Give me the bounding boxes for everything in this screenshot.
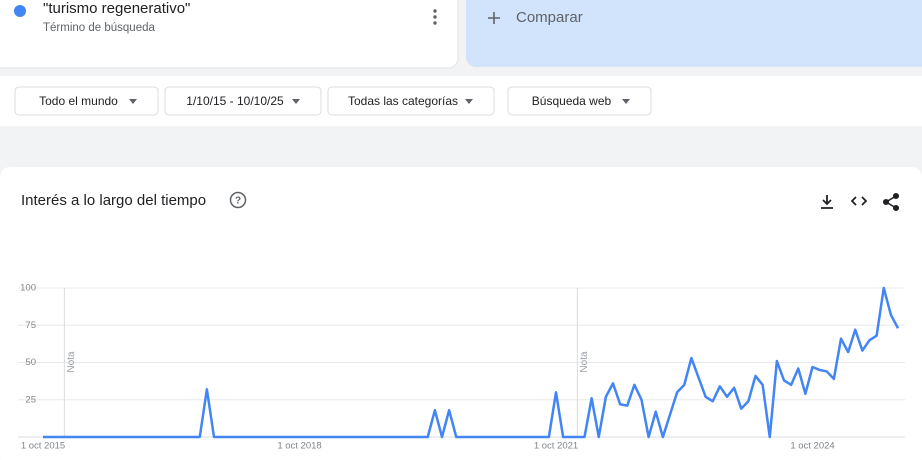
download-icon[interactable]: [821, 195, 833, 209]
series-line: [43, 286, 900, 439]
filter-label[interactable]: Búsqueda web: [532, 94, 612, 108]
filter-button[interactable]: [164, 86, 322, 116]
x-tick-label: 1 oct 2018: [277, 441, 321, 452]
compare[interactable]: Comparar: [516, 9, 583, 26]
x-tick-label: 1 oct 2015: [21, 441, 65, 452]
share-icon[interactable]: [882, 192, 900, 212]
filter-label[interactable]: Todo el mundo: [39, 94, 118, 108]
filter-button[interactable]: [327, 86, 495, 116]
y-tick-label: 100: [20, 283, 36, 294]
y-tick-label: 25: [25, 394, 36, 405]
dropdown-arrow: [465, 99, 473, 104]
menu-icon[interactable]: [433, 9, 437, 25]
dropdown-arrow: [622, 99, 630, 104]
chart-card: [0, 167, 922, 460]
chart-title: Interés a lo largo del tiempo: [21, 192, 206, 209]
x-tick-label: 1 oct 2024: [790, 441, 834, 452]
embed-icon[interactable]: [850, 196, 868, 206]
y-tick-label: 50: [25, 357, 36, 368]
filter-button[interactable]: [507, 86, 652, 116]
filter-label[interactable]: 1/10/15 - 10/10/25: [186, 94, 284, 108]
x-tick-label: 1 oct 2021: [534, 441, 578, 452]
term-card: [0, 0, 459, 69]
filter-label[interactable]: Todas las categorías: [348, 94, 458, 108]
term: "turismo regenerativo": [43, 0, 190, 17]
plus-icon: [488, 12, 500, 24]
legend-dot: [14, 5, 26, 17]
term-caption: Término de búsqueda: [43, 22, 155, 34]
svg-text:?: ?: [235, 196, 241, 207]
filter-button[interactable]: [14, 86, 159, 116]
dropdown-arrow: [292, 99, 300, 104]
help-icon[interactable]: ?: [229, 191, 247, 209]
y-tick-label: 75: [25, 320, 36, 331]
note-label: Nota: [66, 351, 77, 373]
compare-card[interactable]: [466, 0, 922, 67]
dropdown-arrow: [129, 99, 137, 104]
note-label: Nota: [579, 351, 590, 373]
